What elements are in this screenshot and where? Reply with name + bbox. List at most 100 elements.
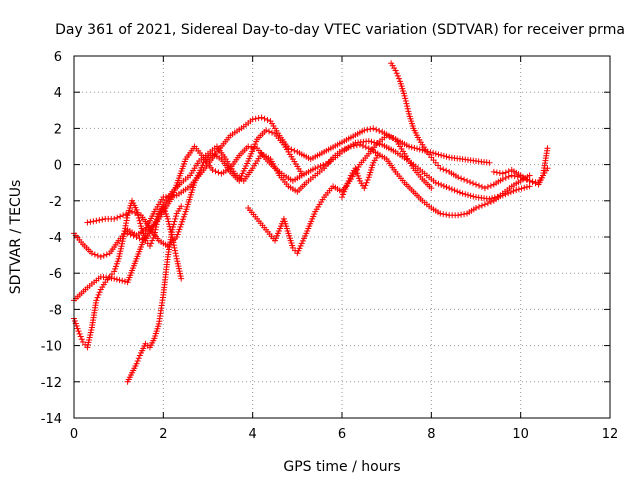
data-point [419,147,426,154]
data-point [76,330,83,337]
data-point [467,179,474,186]
data-point [544,145,551,152]
data-point [170,242,177,249]
data-point [394,72,401,79]
x-tick-label: 6 [338,427,346,442]
data-point [341,145,348,152]
data-point [165,218,172,225]
data-point [404,105,411,112]
data-point [314,164,321,171]
data-point [440,152,447,159]
data-point [350,142,357,149]
data-point [112,263,119,270]
data-point [443,167,450,174]
axis-ticks [73,55,611,419]
data-point [266,128,273,135]
y-axis-label: SDTVAR / TECUs [8,180,24,295]
data-point [133,206,140,213]
data-point [408,144,415,151]
data-point [344,144,351,151]
data-point [486,195,493,202]
data-point [163,213,170,220]
y-tick-label: -14 [41,412,62,427]
data-point [438,181,445,188]
data-point [437,210,444,217]
data-point [458,175,465,182]
x-tick-label: 10 [512,427,529,442]
data-point [355,175,362,182]
data-point [245,143,252,150]
data-point [467,192,474,199]
data-point [255,115,262,122]
data-point [486,159,493,166]
data-point [71,317,78,324]
data-point [169,226,176,233]
data-point [94,252,101,259]
data-point [170,221,177,228]
data-point [114,214,121,221]
data-point [129,208,136,215]
data-point [499,176,506,183]
data-point [481,185,488,192]
data-point [502,174,509,181]
x-tick-label: 0 [70,427,78,442]
data-point [462,191,469,198]
data-point [374,152,381,159]
data-point [134,357,141,364]
data-point [172,213,179,220]
data-point [178,203,185,210]
data-point [475,182,482,189]
data-point [373,126,380,133]
data-point [432,179,439,186]
data-point [414,145,421,152]
data-point [405,108,412,115]
data-point [481,201,488,208]
data-point [459,190,466,197]
data-point [487,199,494,206]
data-point [473,205,479,212]
x-axis-label: GPS time / hours [283,459,400,475]
data-point [93,297,100,304]
data-point [508,172,515,179]
data-point [368,138,375,145]
data-point [393,70,400,77]
data-point [446,185,453,192]
data-point [401,92,408,99]
data-point [478,183,485,190]
data-point [464,192,471,199]
data-point [113,260,120,267]
data-point [172,250,179,257]
data-point [78,336,85,343]
data-point [136,235,143,242]
data-point [179,216,186,223]
data-point [178,221,185,228]
data-point [440,182,447,189]
data-point [403,100,410,107]
data-point [114,258,121,265]
data-point [510,188,517,195]
data-point [345,177,352,184]
data-point [111,275,118,282]
data-point [178,275,185,282]
data-point [172,247,179,254]
data-point [111,215,118,222]
y-tick-label: -10 [41,340,62,355]
data-point [443,211,450,218]
data-point [133,234,140,240]
data-point [95,291,102,298]
data-point [172,215,179,222]
data-point [75,328,82,335]
data-point [526,172,533,179]
x-tick-label: 8 [427,427,435,442]
data-point [461,211,468,218]
data-point [532,179,539,186]
x-tick-label: 4 [249,427,257,442]
data-point [100,252,107,259]
data-point [317,163,324,170]
data-point [526,183,533,190]
data-point [402,97,409,104]
data-point [411,144,418,151]
data-point [155,213,162,220]
data-point [154,215,161,222]
